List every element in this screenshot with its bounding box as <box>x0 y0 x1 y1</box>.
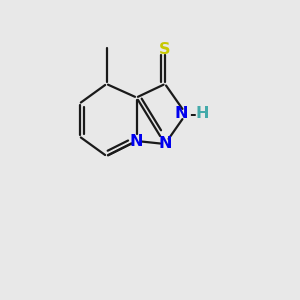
Text: H: H <box>196 106 209 122</box>
Text: N: N <box>175 106 188 122</box>
Text: -: - <box>189 106 195 122</box>
Text: S: S <box>159 42 171 57</box>
Text: N: N <box>130 134 143 148</box>
Text: N: N <box>158 136 172 152</box>
